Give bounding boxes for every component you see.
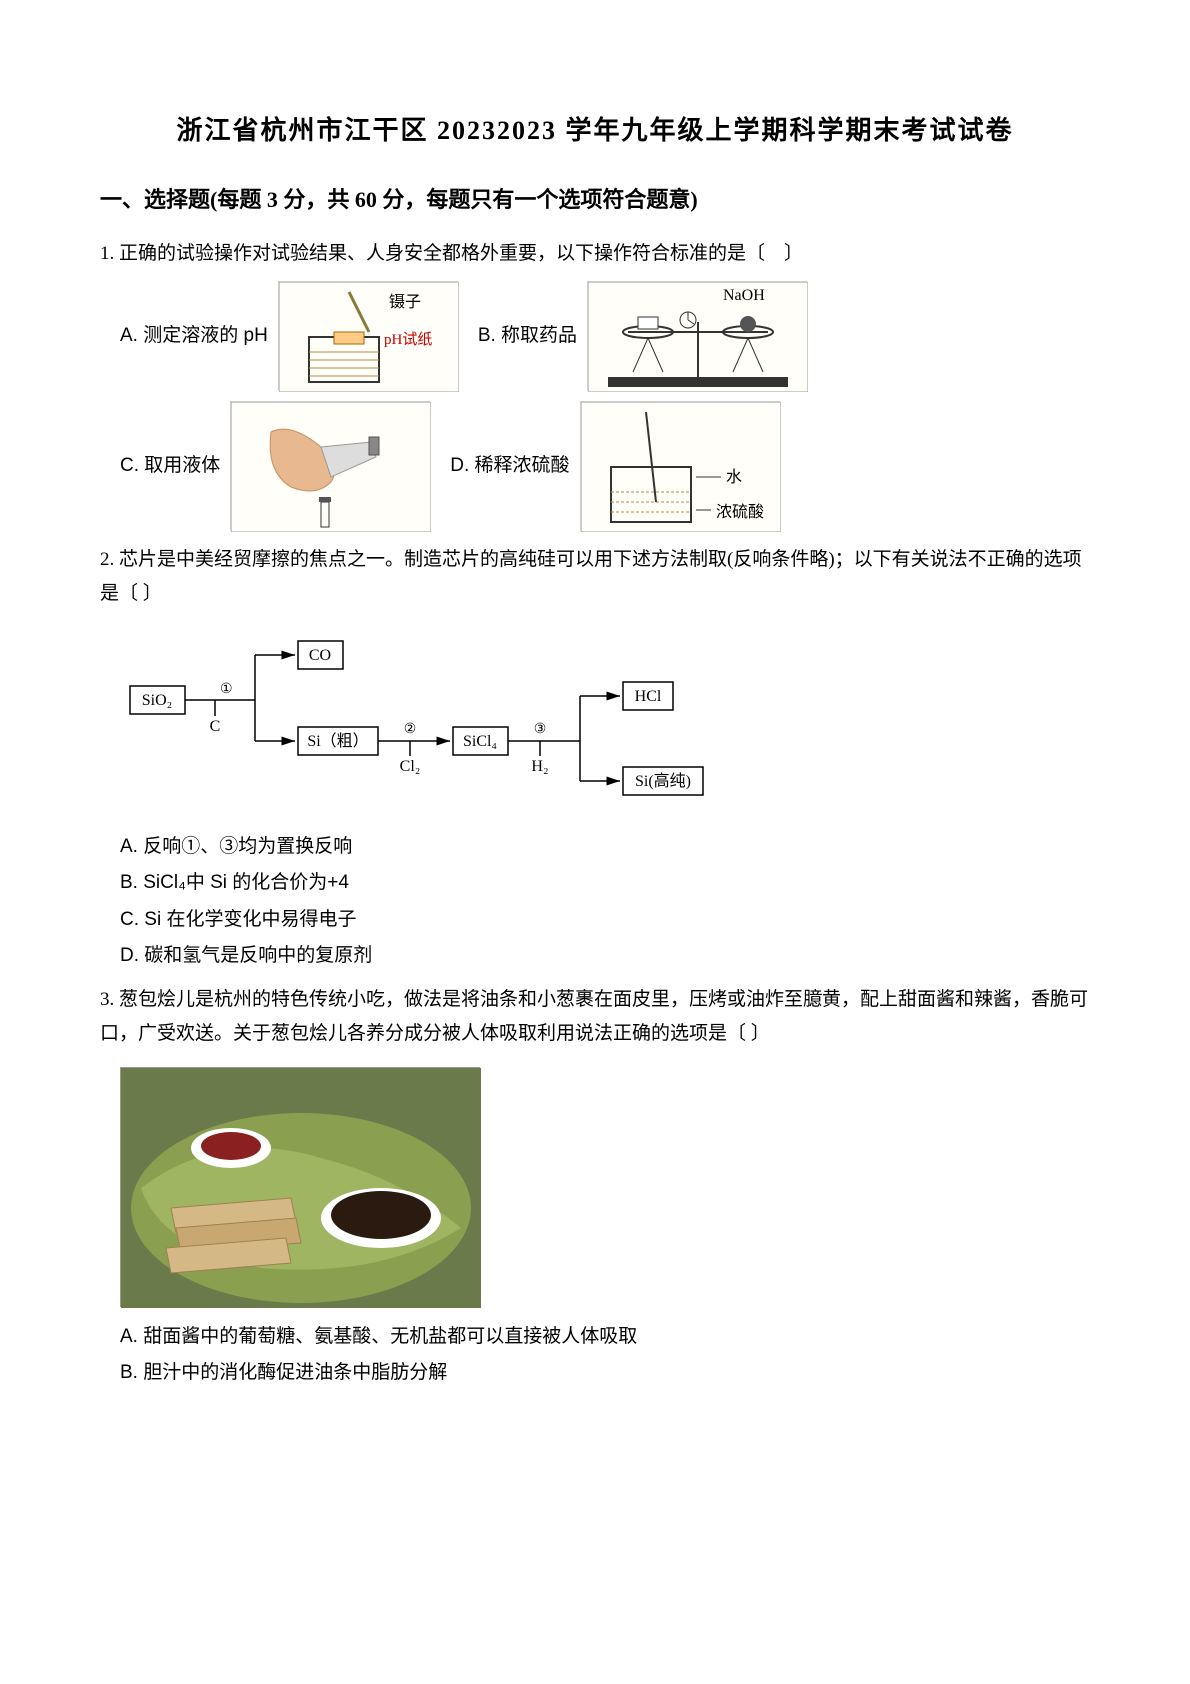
question-1: 1. 正确的试验操作对试验结果、人身安全都格外重要，以下操作符合标准的是〔 〕 … (100, 237, 1090, 531)
question-3: 3. 葱包烩儿是杭州的特色传统小吃，做法是将油条和小葱裹在面皮里，压烤或油炸至臆… (100, 983, 1090, 1388)
node-h2: H₂ (531, 758, 548, 775)
q1-option-a[interactable]: A. 测定溶液的 pH 镊子 pH试纸 (120, 281, 458, 391)
q1-option-d[interactable]: D. 稀释浓硫酸 水 浓硫酸 (450, 401, 779, 531)
q1-option-a-label: A. 测定溶液的 pH (120, 321, 268, 351)
q1-image-b: NaOH (587, 281, 807, 391)
question-2: 2. 芯片是中美经贸摩擦的焦点之一。制造芯片的高纯硅可以用下述方法制取(反响条件… (100, 543, 1090, 971)
q2-option-a[interactable]: A. 反响①、③均为置换反响 (120, 832, 1090, 862)
q1-stem: 正确的试验操作对试验结果、人身安全都格外重要，以下操作符合标准的是〔 〕 (119, 243, 803, 264)
node-co: CO (309, 647, 331, 664)
node-sicl4: SiCl₄ (463, 733, 497, 750)
q1-option-c-label: C. 取用液体 (120, 451, 220, 481)
q3-options: A. 甜面酱中的葡萄糖、氨基酸、无机盐都可以直接被人体吸取 B. 胆汁中的消化酶… (100, 1322, 1090, 1389)
section-header: 一、选择题(每题 3 分，共 60 分，每题只有一个选项符合题意) (100, 182, 1090, 217)
node-hcl: HCl (635, 688, 662, 705)
q2-flowchart: SiO₂ C ① CO Si（粗） Cl₂ ② SiCl₄ (120, 631, 1090, 811)
q2-option-d[interactable]: D. 碳和氢气是反响中的复原剂 (120, 941, 1090, 971)
q1-option-c[interactable]: C. 取用液体 (120, 401, 430, 531)
q1-options-row-1: A. 测定溶液的 pH 镊子 pH试纸 B. 称取药品 (100, 281, 1090, 391)
q2-option-b[interactable]: B. SiCl₄中 Si 的化合价为+4 (120, 868, 1090, 898)
q1-option-b-label: B. 称取药品 (478, 321, 577, 351)
node-cl2: Cl₂ (400, 758, 421, 775)
q1-img-b-label: NaOH (723, 287, 765, 304)
q1-options-row-2: C. 取用液体 D. 稀释浓硫酸 (100, 401, 1090, 531)
q1-img-a-label-2: pH试纸 (384, 331, 432, 348)
q3-number: 3. (100, 989, 114, 1010)
question-1-text: 1. 正确的试验操作对试验结果、人身安全都格外重要，以下操作符合标准的是〔 〕 (100, 237, 1090, 271)
question-2-text: 2. 芯片是中美经贸摩擦的焦点之一。制造芯片的高纯硅可以用下述方法制取(反响条件… (100, 543, 1090, 611)
q1-image-d: 水 浓硫酸 (580, 401, 780, 531)
node-si-crude: Si（粗） (307, 732, 368, 750)
q2-number: 2. (100, 549, 114, 570)
q3-option-b[interactable]: B. 胆汁中的消化酶促进油条中脂肪分解 (120, 1358, 1090, 1388)
q3-stem: 葱包烩儿是杭州的特色传统小吃，做法是将油条和小葱裹在面皮里，压烤或油炸至臆黄，配… (100, 989, 1088, 1044)
q1-number: 1. (100, 243, 114, 264)
q1-option-d-label: D. 稀释浓硫酸 (450, 451, 569, 481)
label-step1: ① (220, 682, 233, 697)
label-step3: ③ (534, 722, 547, 737)
page-title: 浙江省杭州市江干区 20232023 学年九年级上学期科学期末考试试卷 (100, 110, 1090, 152)
q1-img-a-label-1: 镊子 (389, 293, 421, 311)
label-step2: ② (404, 722, 417, 737)
q3-option-a[interactable]: A. 甜面酱中的葡萄糖、氨基酸、无机盐都可以直接被人体吸取 (120, 1322, 1090, 1352)
q3-food-image (120, 1067, 480, 1307)
q1-image-c (230, 401, 430, 531)
q1-option-b[interactable]: B. 称取药品 NaOH (478, 281, 807, 391)
q2-option-c[interactable]: C. Si 在化学变化中易得电子 (120, 905, 1090, 935)
node-c: C (210, 718, 221, 735)
q1-img-d-label-1: 水 (726, 468, 742, 486)
node-si-pure: Si(高纯) (635, 772, 691, 790)
q1-image-a: 镊子 pH试纸 (278, 281, 458, 391)
q2-options: A. 反响①、③均为置换反响 B. SiCl₄中 Si 的化合价为+4 C. S… (100, 832, 1090, 972)
q2-stem: 芯片是中美经贸摩擦的焦点之一。制造芯片的高纯硅可以用下述方法制取(反响条件略)；… (100, 549, 1082, 604)
question-3-text: 3. 葱包烩儿是杭州的特色传统小吃，做法是将油条和小葱裹在面皮里，压烤或油炸至臆… (100, 983, 1090, 1051)
q1-img-d-label-2: 浓硫酸 (716, 503, 764, 521)
node-sio2: SiO₂ (142, 692, 172, 709)
